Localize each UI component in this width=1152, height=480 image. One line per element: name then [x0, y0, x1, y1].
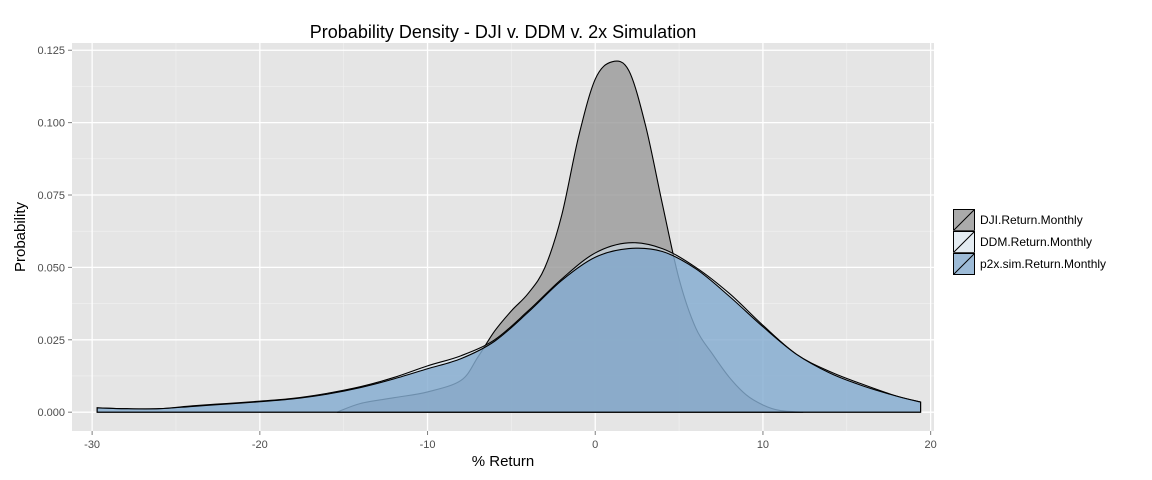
x-tick-label: 20 [925, 439, 937, 451]
legend: DJI.Return.Monthly DDM.Return.Monthly p2x.… [952, 208, 1106, 276]
grid-lines [72, 43, 934, 431]
legend-label: p2x.sim.Return.Monthly [980, 257, 1106, 271]
y-axis-title: Probability [12, 201, 29, 272]
x-tick-label: -30 [84, 439, 100, 451]
legend-label: DDM.Return.Monthly [980, 235, 1092, 249]
legend-item: DJI.Return.Monthly [952, 208, 1083, 232]
legend-label: DJI.Return.Monthly [980, 213, 1083, 227]
x-axis-title: % Return [472, 453, 535, 470]
y-tick-label: 0.075 [37, 190, 65, 202]
x-tick-label: 0 [592, 439, 598, 451]
density-areas [96, 60, 922, 413]
y-tick-label: 0.100 [37, 118, 65, 130]
legend-key-slash [953, 253, 975, 275]
legend-item: DDM.Return.Monthly [952, 230, 1092, 254]
legend-key-slash [953, 209, 975, 231]
density-area-2 [96, 247, 922, 413]
x-tick-label: 10 [757, 439, 769, 451]
y-tick-label: 0.050 [37, 262, 65, 274]
y-tick-label: 0.125 [37, 45, 65, 57]
x-tick-label: -10 [420, 439, 436, 451]
legend-key-slash [953, 231, 975, 253]
y-tick-label: 0.000 [37, 407, 65, 419]
axes: -30 -20 -10 0 10 20 0.000 0.025 0.050 0.075 0.100 0… [37, 45, 936, 451]
chart-title: Probability Density - DJI v. DDM v. 2x S… [310, 22, 696, 42]
x-tick-label: -20 [252, 439, 268, 451]
y-tick-label: 0.025 [37, 335, 65, 347]
legend-item: p2x.sim.Return.Monthly [952, 252, 1106, 276]
